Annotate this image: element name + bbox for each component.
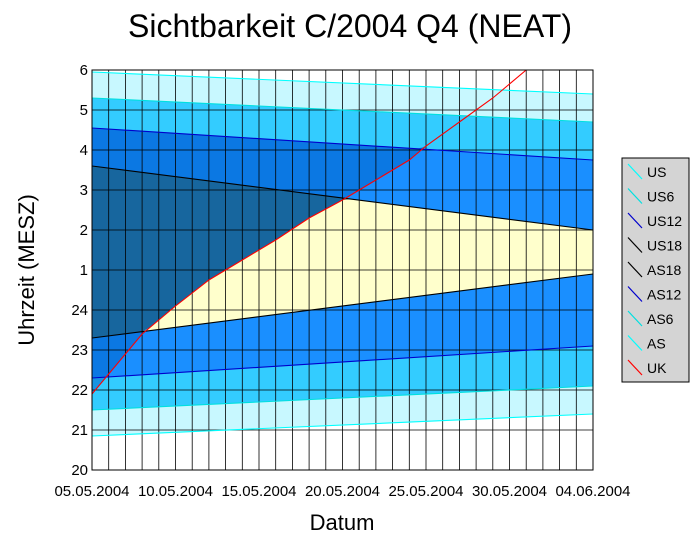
legend-label-us18: US18 [647,238,682,254]
legend-label-uk: UK [647,360,667,376]
series-line-as [92,413,593,437]
series-line-as18 [92,273,593,339]
y-tick-label: 5 [80,102,88,119]
legend-swatch-as6 [627,310,643,327]
x-tick-label: 05.05.2004 [54,483,129,500]
x-tick-label: 10.05.2004 [138,483,213,500]
series-line-us12 [92,127,593,161]
y-tick-label: 23 [71,342,88,359]
y-tick-label: 22 [71,382,88,399]
legend-label-as: AS [647,336,666,352]
series-lines [92,70,593,437]
legend-swatch-us [627,163,643,180]
legend-swatch-as18 [627,261,643,278]
series-line-as12 [92,345,593,379]
legend-label-as12: AS12 [647,287,681,303]
legend-swatch-as12 [627,286,643,302]
x-axis-ticks: 05.05.2004 10.05.2004 15.05.2004 20.05.2004… [54,483,630,500]
x-tick-label: 25.05.2004 [388,483,463,500]
x-tick-label: 30.05.2004 [472,483,547,500]
legend-swatch-us12 [627,212,643,229]
y-tick-label: 3 [80,182,88,199]
legend-swatch-us6 [627,188,643,204]
plot-frame [91,69,594,471]
grid [92,70,593,470]
y-tick-label: 21 [71,422,88,439]
comet-above-horizon-dark [92,70,527,394]
legend-swatch-uk [627,359,643,376]
series-line-as6 [92,385,593,411]
legend: US US6 US12 US18 AS18 AS12 AS6 AS UK [621,157,690,383]
chart-title: Sichtbarkeit C/2004 Q4 (NEAT) [128,8,572,44]
y-tick-label: 6 [80,62,88,79]
legend-label-us: US [647,164,666,180]
legend-label-us12: US12 [647,213,682,229]
legend-label-as18: AS18 [647,262,681,278]
legend-swatch-us18 [627,237,643,253]
y-tick-label: 2 [80,222,88,239]
x-tick-label: 04.06.2004 [555,483,630,500]
x-tick-label: 15.05.2004 [221,483,296,500]
y-tick-label: 24 [71,302,88,319]
series-line-us [92,71,593,95]
x-tick-label: 20.05.2004 [305,483,380,500]
series-line-uk [92,70,527,395]
legend-box [621,157,690,383]
series-line-us6 [92,97,593,123]
y-tick-label: 4 [80,142,88,159]
legend-label-us6: US6 [647,189,674,205]
legend-swatch-as [627,335,643,351]
x-axis-label: Datum [310,510,375,535]
y-axis-label: Uhrzeit (MESZ) [14,194,39,346]
y-tick-label: 20 [71,462,88,479]
series-line-us18 [92,165,593,231]
y-tick-label: 1 [80,262,88,279]
legend-label-as6: AS6 [647,311,674,327]
